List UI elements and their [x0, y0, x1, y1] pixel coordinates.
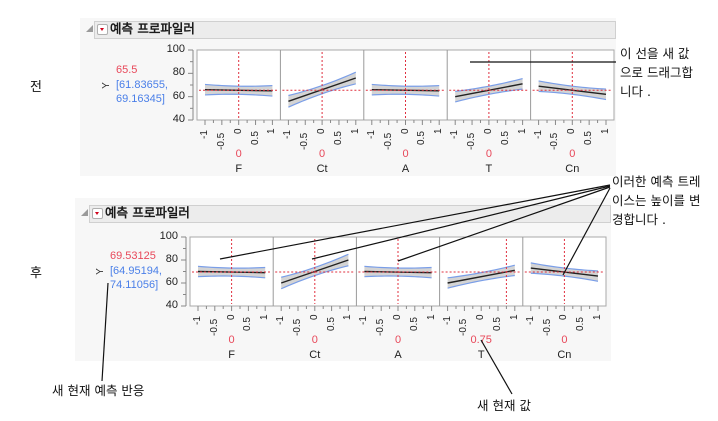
callout-new-response	[101, 282, 109, 382]
y-tick-label: 40	[172, 113, 185, 125]
annotation-traces-change: 이러한 예측 트레 이스는 높이를 변 경합니다 .	[612, 174, 701, 227]
factor-name: A	[401, 163, 410, 175]
factor-name: Cn	[557, 349, 572, 361]
factor-current-value[interactable]: 0	[569, 148, 576, 160]
callout-trace-A	[397, 186, 611, 262]
side-label-after: 후	[30, 266, 42, 281]
callout-trace-Ct	[311, 185, 611, 260]
callout-trace-F	[219, 184, 611, 260]
disclosure-triangle-icon[interactable]	[81, 209, 88, 216]
response-ci-before-2: 69.16345]	[116, 93, 165, 105]
factor-name: T	[477, 349, 485, 361]
factor-name: F	[235, 163, 243, 175]
y-tick-label: 100	[159, 230, 178, 242]
y-tick-label: 100	[166, 43, 185, 55]
callout-new-value	[480, 339, 513, 395]
disclosure-triangle-icon[interactable]	[86, 25, 93, 32]
hdr-bar-before	[94, 21, 616, 39]
annotation-new-response: 새 현재 예측 반응	[52, 383, 145, 398]
side-label-before: 전	[30, 80, 42, 95]
response-value-after: 69.53125	[110, 250, 156, 262]
prediction-trace	[538, 85, 607, 96]
factor-name: F	[228, 349, 235, 361]
y-tick-label: 40	[165, 299, 178, 311]
factor-name: A	[394, 349, 402, 361]
panel-title-before: 예측 프로파일러	[110, 21, 195, 36]
factor-name: Ct	[309, 349, 321, 361]
response-ci-after-1: [64.95194,	[110, 265, 162, 277]
factor-name: Ct	[316, 163, 328, 175]
factor-current-value[interactable]: 0	[319, 148, 326, 160]
factor-name: T	[485, 163, 493, 175]
response-value-before: 65.5	[116, 64, 138, 76]
prediction-trace	[455, 83, 523, 98]
callout-trace-Cn	[562, 187, 611, 276]
response-ci-after-2: 74.11056]	[110, 279, 159, 291]
factor-current-value[interactable]: 0	[402, 148, 409, 160]
factor-current-value[interactable]: 0	[394, 334, 402, 346]
annotation-drag-line: 이 선을 새 값 으로 드래그합 니다 .	[620, 46, 693, 99]
response-ci-before-1: [61.83655,	[116, 79, 168, 91]
factor-current-value[interactable]: 0	[228, 334, 235, 346]
factor-current-value[interactable]: 0	[561, 334, 568, 346]
y-tick-label: 60	[172, 89, 185, 102]
y-tick-label: 80	[165, 253, 178, 265]
panel-title-after: 예측 프로파일러	[105, 205, 190, 220]
factor-current-value[interactable]: 0	[311, 334, 318, 346]
red-triangle-menu-icon[interactable]	[92, 208, 103, 219]
factor-current-value[interactable]: 0	[485, 148, 492, 160]
factor-current-value[interactable]: 0	[235, 148, 242, 160]
annotation-new-value: 새 현재 값	[477, 398, 531, 413]
red-triangle-menu-icon[interactable]	[97, 24, 108, 35]
factor-name: Cn	[565, 163, 580, 175]
y-tick-label: 80	[172, 66, 185, 79]
y-tick-label: 60	[165, 276, 178, 288]
